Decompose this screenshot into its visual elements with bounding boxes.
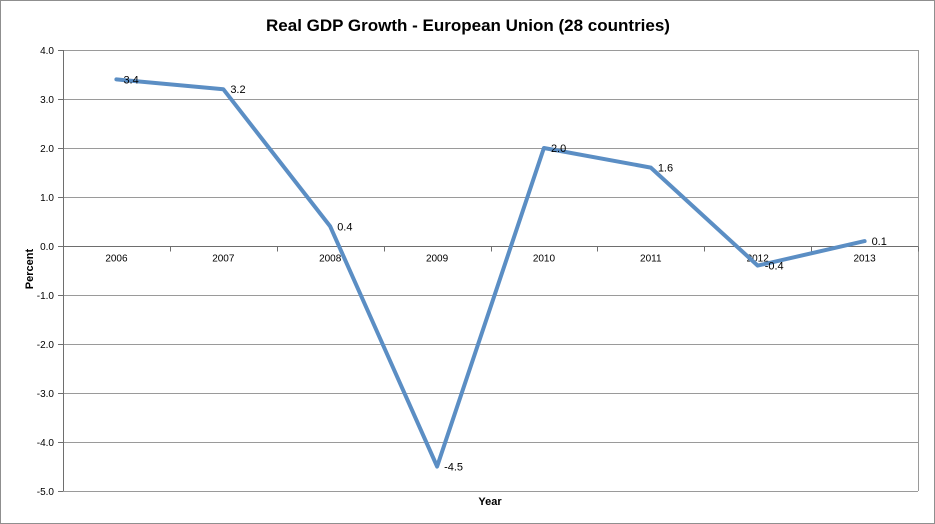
data-labels: 3.4 3.2 0.4 -4.5 2.0 1.6 -0.4 0.1 [123, 74, 886, 473]
y-tick-label: 4.0 [40, 46, 54, 57]
y-tick-label: -3.0 [37, 389, 55, 400]
y-tick-label: -4.0 [37, 438, 55, 449]
y-tick-label: 0.0 [40, 242, 54, 253]
y-axis-ticks: 4.0 3.0 2.0 1.0 0.0 -1.0 -2.0 -3.0 -4.0 -5.0 [37, 46, 63, 498]
y-axis-title: Percent [24, 248, 36, 289]
x-tick-label: 2009 [426, 254, 449, 265]
series-line [114, 77, 867, 469]
x-tick-label: 2012 [747, 254, 770, 265]
y-tick-label: -5.0 [37, 487, 55, 498]
y-tick-label: 2.0 [40, 144, 54, 155]
data-label: -0.4 [765, 261, 784, 273]
x-tick-label: 2010 [533, 254, 556, 265]
data-label: -4.5 [444, 462, 463, 474]
x-tick-label: 2007 [212, 254, 235, 265]
y-tick-label: 1.0 [40, 193, 54, 204]
data-label: 3.4 [123, 74, 138, 86]
y-tick-label: -2.0 [37, 340, 55, 351]
x-tick-label: 2013 [853, 254, 876, 265]
data-label: 0.4 [337, 221, 352, 233]
x-tick-label: 2008 [319, 254, 342, 265]
chart-title: Real GDP Growth - European Union (28 cou… [266, 16, 670, 35]
data-label: 1.6 [658, 163, 673, 175]
data-label: 0.1 [872, 236, 887, 248]
x-tick-label: 2011 [640, 254, 662, 265]
x-axis-title: Year [478, 496, 502, 508]
x-tick-label: 2006 [105, 254, 128, 265]
y-tick-label: 3.0 [40, 95, 54, 106]
data-label: 3.2 [230, 84, 245, 96]
y-tick-label: -1.0 [37, 291, 55, 302]
gridlines [63, 50, 919, 492]
series-line-group [114, 77, 867, 469]
x-axis-ticks: 2006 2007 2008 2009 2010 2011 2012 2013 [63, 246, 919, 265]
data-label: 2.0 [551, 143, 566, 155]
